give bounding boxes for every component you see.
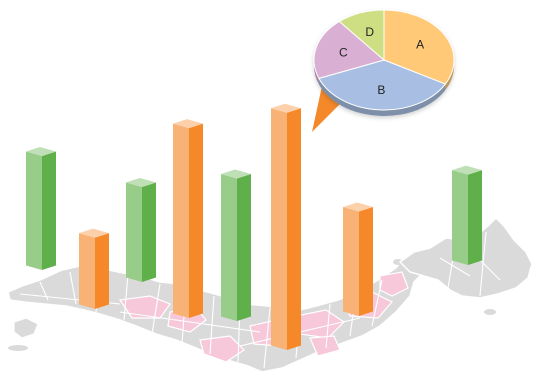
pie-label-a: A <box>416 38 424 52</box>
bar-side-face <box>237 174 251 321</box>
map-border <box>119 311 261 333</box>
pie-slice-d <box>338 9 385 62</box>
bar-front-face <box>126 182 142 282</box>
pie-slice-side <box>318 78 446 116</box>
bar <box>79 228 109 309</box>
bar-top-face <box>126 177 156 187</box>
bar <box>343 202 373 316</box>
bar-front-face <box>271 108 287 350</box>
bar-top-face <box>173 119 203 129</box>
bar-series <box>26 103 482 350</box>
map-border <box>69 271 77 305</box>
pie-slice-a <box>383 9 455 85</box>
map-island <box>8 345 28 351</box>
map-border <box>479 231 487 297</box>
map-region <box>13 317 39 339</box>
bar-side-face <box>189 123 203 318</box>
bar-top-face <box>343 202 373 212</box>
pie-chart: A B C D <box>313 9 455 116</box>
bar-side-face <box>359 206 373 316</box>
bar-front-face <box>452 170 468 265</box>
pie-slice-b <box>318 59 447 111</box>
pie-slice-side <box>314 60 319 85</box>
bar-top-face <box>271 103 301 113</box>
map-border <box>371 279 383 327</box>
bar-top-face <box>26 146 56 156</box>
map-border <box>151 283 161 335</box>
bar-front-face <box>221 174 237 321</box>
pie-slice-side <box>445 60 454 91</box>
bar-top-face <box>221 169 251 179</box>
bar-side-face <box>42 151 56 270</box>
bar <box>452 165 482 265</box>
bar-front-face <box>79 233 95 309</box>
bar-side-face <box>142 182 156 282</box>
bar-front-face <box>173 123 189 318</box>
pie-depth <box>314 60 454 116</box>
bar <box>221 169 251 321</box>
map-region-highlight <box>309 335 341 357</box>
pie-label-b: B <box>377 83 385 97</box>
bar <box>126 177 156 282</box>
map-island <box>484 309 496 315</box>
bar <box>271 103 301 350</box>
bar-front-face <box>26 151 42 270</box>
map-border <box>263 307 271 369</box>
pie-label-d: D <box>365 25 374 39</box>
bar-front-face <box>343 206 359 316</box>
pie-label-c: C <box>339 46 348 60</box>
bar <box>173 119 203 318</box>
bar-side-face <box>287 108 301 350</box>
map-border <box>439 257 471 277</box>
bar <box>26 146 56 270</box>
bar-side-face <box>95 233 109 309</box>
pie-slice-c <box>313 20 386 79</box>
bar-top-face <box>452 165 482 175</box>
bar-top-face <box>79 228 109 238</box>
bar-side-face <box>468 170 482 265</box>
